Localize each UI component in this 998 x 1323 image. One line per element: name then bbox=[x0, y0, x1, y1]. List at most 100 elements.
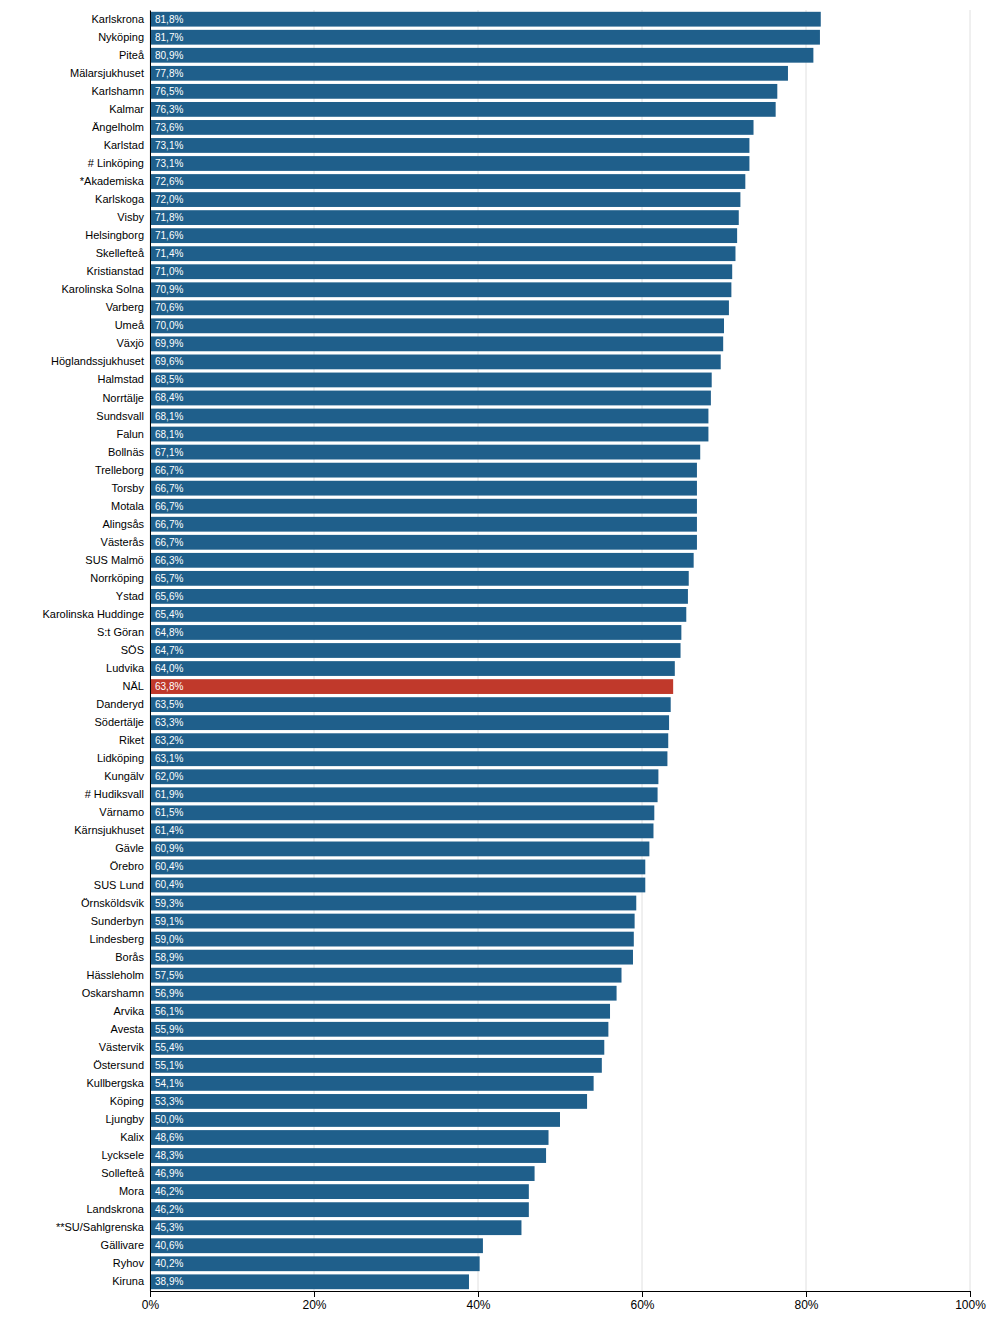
y-tick-label: Kiruna bbox=[112, 1275, 145, 1287]
y-tick: Ljungby bbox=[105, 1113, 150, 1125]
data-label: 61,9% bbox=[155, 789, 183, 800]
y-tick-label: Motala bbox=[111, 500, 145, 512]
data-label: 55,9% bbox=[155, 1024, 183, 1035]
y-tick-label: **SU/Sahlgrenska bbox=[56, 1221, 145, 1233]
data-label: 54,1% bbox=[155, 1078, 183, 1089]
bar bbox=[150, 607, 686, 622]
bar bbox=[150, 1238, 483, 1253]
y-tick-label: Falun bbox=[116, 428, 144, 440]
y-tick-label: Kungälv bbox=[104, 770, 144, 782]
data-labels: 81,8%81,7%80,9%77,8%76,5%76,3%73,6%73,1%… bbox=[155, 14, 183, 1288]
y-tick-label: Köping bbox=[110, 1095, 144, 1107]
x-tick: 40% bbox=[466, 1291, 490, 1312]
y-tick: *Akademiska bbox=[80, 175, 150, 187]
bar bbox=[150, 715, 669, 730]
bar bbox=[150, 733, 668, 748]
bar bbox=[150, 986, 617, 1001]
data-label: 73,6% bbox=[155, 122, 183, 133]
data-label: 72,0% bbox=[155, 194, 183, 205]
y-tick-label: Piteå bbox=[119, 49, 145, 61]
y-tick-label: Gävle bbox=[115, 842, 144, 854]
y-tick-label: S:t Göran bbox=[97, 626, 144, 638]
data-label: 66,3% bbox=[155, 555, 183, 566]
data-label: 68,4% bbox=[155, 392, 183, 403]
bar bbox=[150, 66, 788, 81]
bar bbox=[150, 102, 776, 117]
y-tick-label: Kristianstad bbox=[87, 265, 144, 277]
bar bbox=[150, 228, 737, 243]
data-label: 71,6% bbox=[155, 230, 183, 241]
y-tick-label: *Akademiska bbox=[80, 175, 145, 187]
data-label: 66,7% bbox=[155, 537, 183, 548]
data-label: 69,6% bbox=[155, 356, 183, 367]
bar bbox=[150, 499, 697, 514]
y-tick-label: Höglandssjukhuset bbox=[51, 355, 144, 367]
x-tick-label: 80% bbox=[794, 1298, 818, 1312]
y-tick: Avesta bbox=[111, 1023, 150, 1035]
y-tick: Borås bbox=[115, 951, 150, 963]
y-tick-label: Visby bbox=[117, 211, 144, 223]
bar bbox=[150, 84, 777, 99]
data-label: 70,0% bbox=[155, 320, 183, 331]
y-tick-label: Norrköping bbox=[90, 572, 144, 584]
bar bbox=[150, 445, 700, 460]
y-tick: Umeå bbox=[115, 319, 150, 331]
data-label: 45,3% bbox=[155, 1222, 183, 1233]
data-label: 67,1% bbox=[155, 447, 183, 458]
bar bbox=[150, 1022, 608, 1037]
y-tick-label: Borås bbox=[115, 951, 144, 963]
data-label: 60,4% bbox=[155, 861, 183, 872]
bar bbox=[150, 625, 681, 640]
y-tick: SUS Lund bbox=[94, 879, 150, 891]
y-tick-label: Kalmar bbox=[109, 103, 144, 115]
y-tick: Kristianstad bbox=[87, 265, 150, 277]
bar bbox=[150, 1076, 594, 1091]
bar bbox=[150, 968, 622, 983]
x-tick-mark bbox=[642, 1291, 643, 1297]
y-tick-label: Lidköping bbox=[97, 752, 144, 764]
y-tick-label: Karolinska Solna bbox=[61, 283, 144, 295]
y-tick: Mora bbox=[119, 1185, 150, 1197]
y-tick-label: Kullbergska bbox=[87, 1077, 145, 1089]
data-label: 63,2% bbox=[155, 735, 183, 746]
y-tick: Örebro bbox=[110, 860, 150, 872]
bar bbox=[150, 427, 708, 442]
data-label: 76,3% bbox=[155, 104, 183, 115]
data-label: 63,5% bbox=[155, 699, 183, 710]
bar bbox=[150, 300, 729, 315]
y-tick-label: Södertälje bbox=[94, 716, 144, 728]
data-label: 72,6% bbox=[155, 176, 183, 187]
data-label: 62,0% bbox=[155, 771, 183, 782]
bar bbox=[150, 48, 813, 63]
data-label: 70,9% bbox=[155, 284, 183, 295]
y-tick-label: Oskarshamn bbox=[82, 987, 144, 999]
y-tick-label: Torsby bbox=[112, 482, 145, 494]
y-tick-label: Mälarsjukhuset bbox=[70, 67, 144, 79]
bar bbox=[150, 355, 721, 370]
data-label: 61,4% bbox=[155, 825, 183, 836]
y-tick-label: Danderyd bbox=[96, 698, 144, 710]
y-tick: Kalix bbox=[120, 1131, 150, 1143]
y-tick-label: SÖS bbox=[121, 644, 144, 656]
bar bbox=[150, 805, 654, 820]
y-tick-label: Växjö bbox=[116, 337, 144, 349]
y-tick-label: Alingsås bbox=[102, 518, 144, 530]
data-label: 46,9% bbox=[155, 1168, 183, 1179]
y-tick-label: Halmstad bbox=[98, 373, 144, 385]
y-tick: Alingsås bbox=[102, 518, 150, 530]
y-tick: Höglandssjukhuset bbox=[51, 355, 150, 367]
y-tick: **SU/Sahlgrenska bbox=[56, 1221, 150, 1233]
y-tick-label: Västervik bbox=[99, 1041, 145, 1053]
data-label: 55,1% bbox=[155, 1060, 183, 1071]
y-tick: Piteå bbox=[119, 49, 150, 61]
bar bbox=[150, 751, 667, 766]
data-label: 68,1% bbox=[155, 411, 183, 422]
data-label: 53,3% bbox=[155, 1096, 183, 1107]
y-tick-label: Karlstad bbox=[104, 139, 144, 151]
bar bbox=[150, 12, 821, 27]
data-label: 59,1% bbox=[155, 916, 183, 927]
y-tick: Mälarsjukhuset bbox=[70, 67, 150, 79]
y-tick: # Linköping bbox=[88, 157, 150, 169]
data-label: 73,1% bbox=[155, 140, 183, 151]
y-tick: Sunderbyn bbox=[91, 915, 150, 927]
